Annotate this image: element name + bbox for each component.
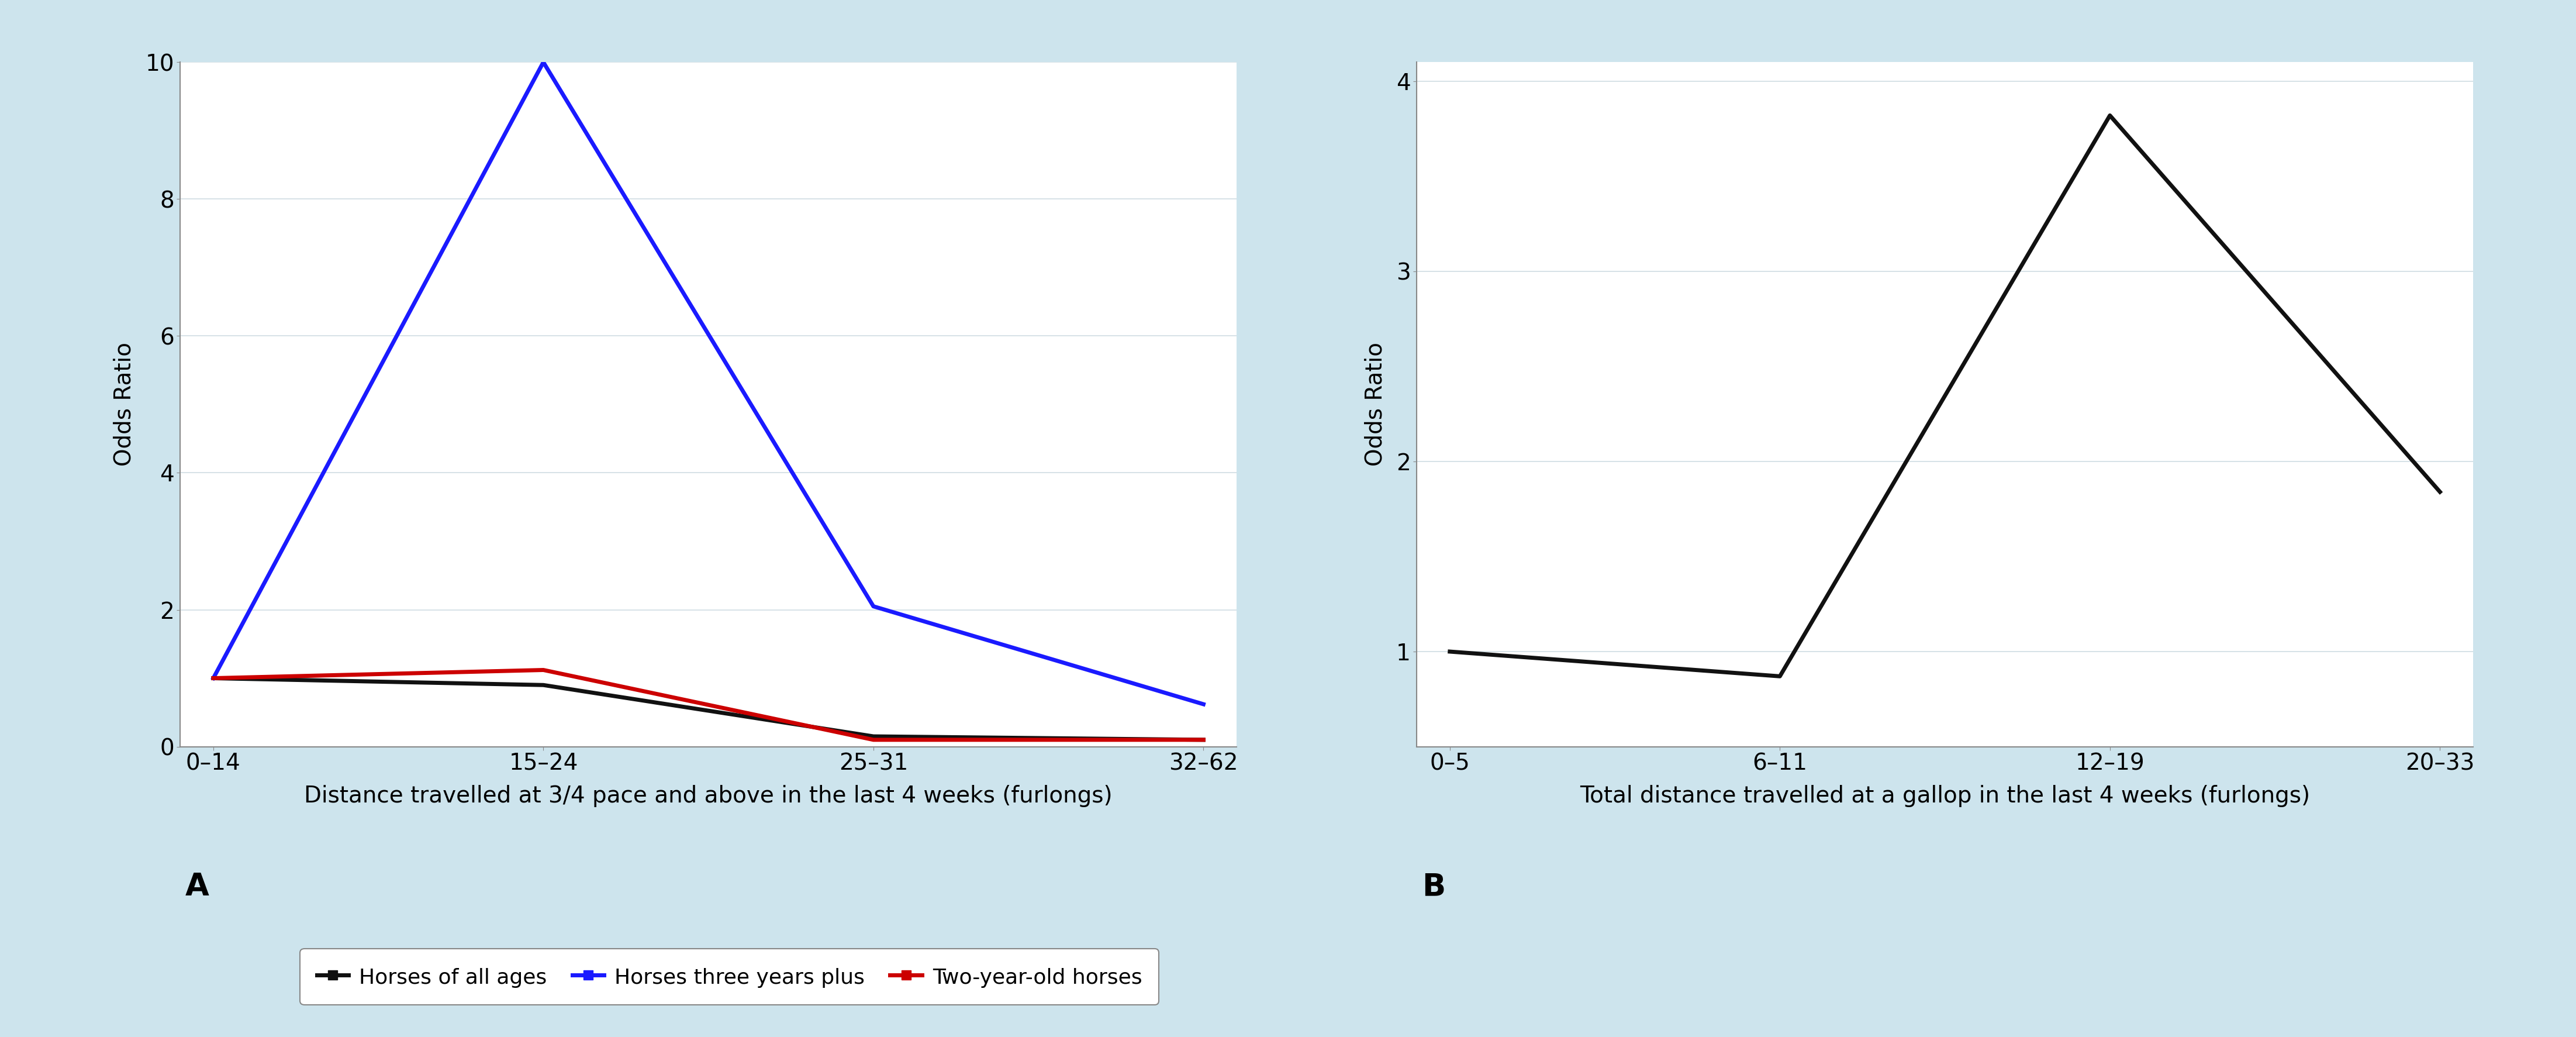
Legend: Horses of all ages, Horses three years plus, Two-year-old horses: Horses of all ages, Horses three years p… bbox=[301, 949, 1159, 1005]
X-axis label: Distance travelled at 3/4 pace and above in the last 4 weeks (furlongs): Distance travelled at 3/4 pace and above… bbox=[304, 785, 1113, 807]
Y-axis label: Odds Ratio: Odds Ratio bbox=[1365, 342, 1386, 467]
Y-axis label: Odds Ratio: Odds Ratio bbox=[113, 342, 137, 467]
X-axis label: Total distance travelled at a gallop in the last 4 weeks (furlongs): Total distance travelled at a gallop in … bbox=[1579, 785, 2311, 807]
Text: B: B bbox=[1422, 871, 1445, 902]
Text: A: A bbox=[185, 871, 209, 902]
